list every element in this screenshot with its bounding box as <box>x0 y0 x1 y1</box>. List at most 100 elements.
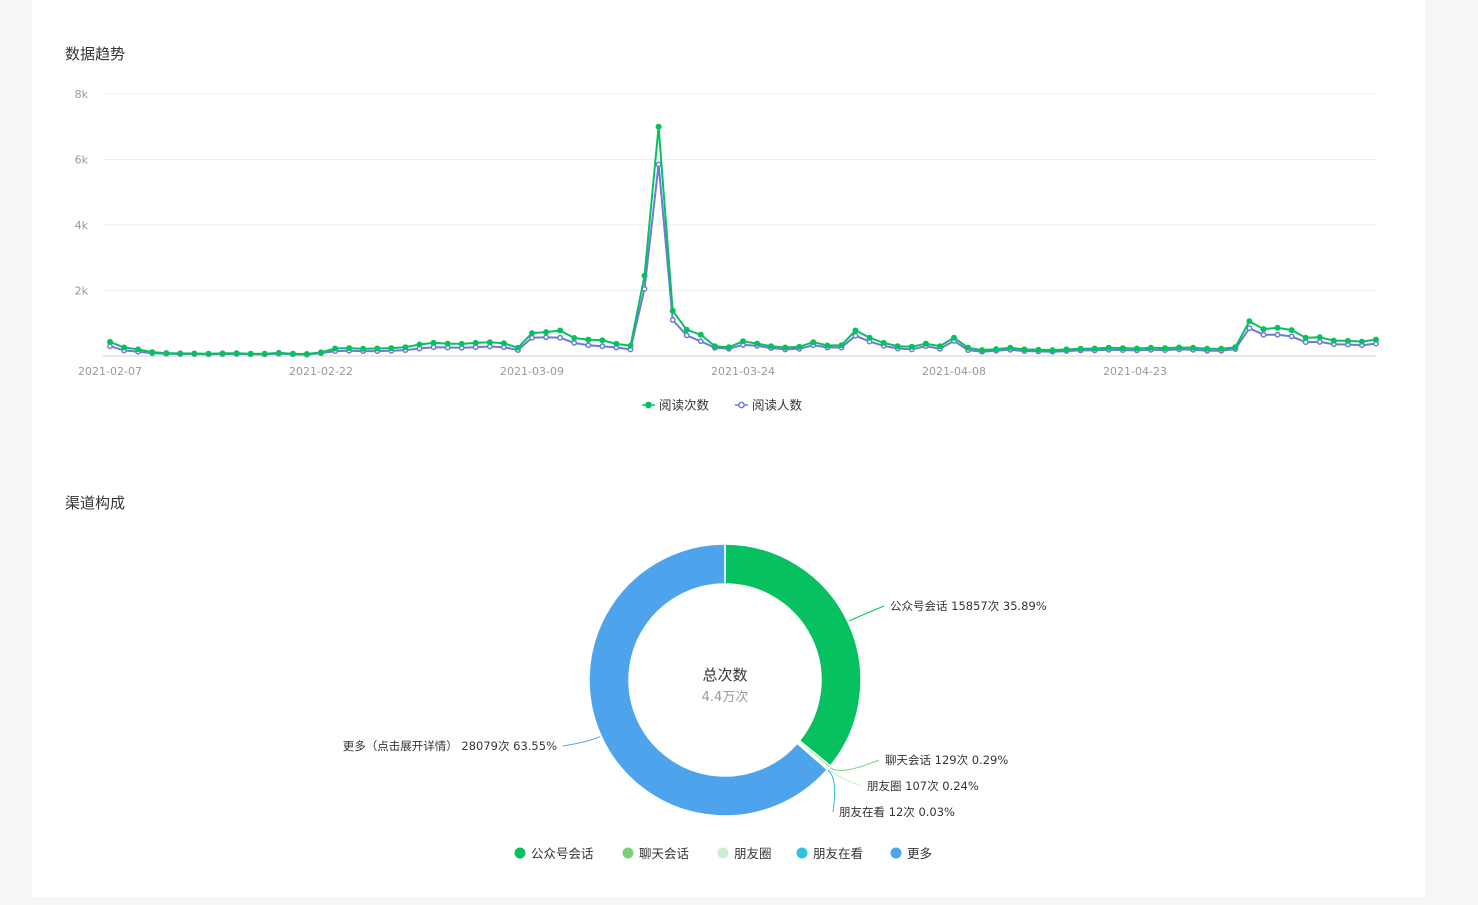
data-point-readers[interactable] <box>669 317 676 323</box>
data-point-reads[interactable] <box>261 350 268 357</box>
legend-item[interactable]: 朋友圈 <box>734 846 772 861</box>
data-point-reads[interactable] <box>993 346 1000 353</box>
data-point-reads[interactable] <box>1147 344 1154 351</box>
data-point-reads[interactable] <box>388 345 395 352</box>
data-point-reads[interactable] <box>332 345 339 352</box>
data-point-reads[interactable] <box>458 340 465 347</box>
data-point-reads[interactable] <box>374 345 381 352</box>
slice-label[interactable]: 更多（点击展开详情） 28079次 63.55% <box>343 739 557 753</box>
donut-slice-4[interactable] <box>588 543 829 817</box>
trend-line-chart[interactable]: 8k 6k 4k 2k 2021-02-07 2021-02-22 2021-03-09 20… <box>0 0 1478 440</box>
data-point-reads[interactable] <box>725 344 732 351</box>
data-point-reads[interactable] <box>135 346 142 353</box>
data-point-reads[interactable] <box>163 350 170 357</box>
data-point-reads[interactable] <box>796 343 803 350</box>
data-point-reads[interactable] <box>951 334 957 341</box>
data-point-reads[interactable] <box>613 340 620 347</box>
data-point-reads[interactable] <box>346 345 353 352</box>
data-point-reads[interactable] <box>233 350 240 357</box>
data-point-reads[interactable] <box>880 339 887 346</box>
data-point-reads[interactable] <box>1232 344 1239 351</box>
data-point-readers[interactable] <box>1260 331 1267 338</box>
legend-item[interactable]: 公众号会话 <box>531 846 594 861</box>
data-point-readers[interactable] <box>1274 331 1281 338</box>
data-point-reads[interactable] <box>1133 345 1140 352</box>
data-point-reads[interactable] <box>1049 347 1056 354</box>
data-point-reads[interactable] <box>529 330 535 337</box>
data-point-reads[interactable] <box>1246 318 1253 325</box>
data-point-reads[interactable] <box>205 350 212 357</box>
data-point-reads[interactable] <box>908 343 915 350</box>
data-point-reads[interactable] <box>1260 326 1267 333</box>
data-point-reads[interactable] <box>191 350 198 357</box>
data-point-reads[interactable] <box>697 331 704 338</box>
data-point-reads[interactable] <box>824 342 831 349</box>
data-point-reads[interactable] <box>571 335 578 341</box>
data-point-reads[interactable] <box>1274 324 1281 331</box>
data-point-reads[interactable] <box>852 327 859 334</box>
data-point-reads[interactable] <box>627 342 634 349</box>
data-point-reads[interactable] <box>655 123 662 130</box>
data-point-reads[interactable] <box>979 347 986 354</box>
data-point-reads[interactable] <box>177 350 184 357</box>
data-point-reads[interactable] <box>1007 344 1014 351</box>
data-point-reads[interactable] <box>683 326 690 333</box>
data-point-reads[interactable] <box>107 338 113 345</box>
data-point-reads[interactable] <box>402 344 409 351</box>
data-point-reads[interactable] <box>472 339 479 346</box>
data-point-reads[interactable] <box>289 350 296 357</box>
data-point-reads[interactable] <box>1035 346 1042 353</box>
data-point-reads[interactable] <box>810 339 817 346</box>
data-point-reads[interactable] <box>1190 344 1197 351</box>
data-point-reads[interactable] <box>838 342 845 349</box>
data-point-reads[interactable] <box>1162 345 1168 352</box>
data-point-reads[interactable] <box>1204 345 1211 352</box>
legend-item[interactable]: 聊天会话 <box>639 846 689 861</box>
legend-item-readers[interactable]: 阅读人数 <box>752 398 803 413</box>
data-point-readers[interactable] <box>697 338 704 345</box>
data-point-reads[interactable] <box>1330 337 1337 344</box>
data-point-reads[interactable] <box>1358 338 1365 345</box>
data-point-reads[interactable] <box>303 351 310 357</box>
data-point-reads[interactable] <box>1218 345 1225 352</box>
data-point-reads[interactable] <box>1119 345 1126 352</box>
legend-item[interactable]: 更多 <box>907 846 932 861</box>
data-point-reads[interactable] <box>514 344 521 351</box>
data-point-reads[interactable] <box>1021 346 1028 353</box>
data-point-reads[interactable] <box>318 349 324 356</box>
data-point-reads[interactable] <box>1176 344 1183 351</box>
legend-item-reads[interactable]: 阅读次数 <box>659 398 710 413</box>
data-point-reads[interactable] <box>922 340 929 347</box>
data-point-reads[interactable] <box>965 344 972 351</box>
data-point-reads[interactable] <box>782 344 789 351</box>
data-point-reads[interactable] <box>1316 334 1323 341</box>
data-point-reads[interactable] <box>543 329 550 336</box>
data-point-reads[interactable] <box>1091 345 1098 352</box>
data-point-reads[interactable] <box>866 334 873 341</box>
data-point-reads[interactable] <box>121 344 128 351</box>
data-point-reads[interactable] <box>1105 344 1112 351</box>
data-point-reads[interactable] <box>247 350 254 357</box>
data-point-reads[interactable] <box>894 343 901 350</box>
donut-slice-0[interactable] <box>724 543 862 768</box>
data-point-readers[interactable] <box>599 343 606 350</box>
legend-item[interactable]: 朋友在看 <box>813 846 863 861</box>
data-point-reads[interactable] <box>486 339 493 346</box>
data-point-reads[interactable] <box>430 339 437 346</box>
data-point-reads[interactable] <box>1288 327 1295 334</box>
data-point-reads[interactable] <box>711 343 718 350</box>
data-point-reads[interactable] <box>360 345 367 352</box>
data-point-reads[interactable] <box>416 341 423 348</box>
data-point-reads[interactable] <box>219 350 226 357</box>
data-point-reads[interactable] <box>1063 346 1070 353</box>
data-point-reads[interactable] <box>754 340 761 347</box>
data-point-readers[interactable] <box>1246 325 1253 332</box>
data-point-reads[interactable] <box>1373 336 1379 343</box>
data-point-readers[interactable] <box>683 332 690 339</box>
data-point-reads[interactable] <box>936 343 943 350</box>
data-point-reads[interactable] <box>557 327 564 334</box>
data-point-reads[interactable] <box>641 272 648 279</box>
data-point-reads[interactable] <box>768 343 775 350</box>
data-point-reads[interactable] <box>444 340 451 347</box>
data-point-readers[interactable] <box>585 342 592 349</box>
